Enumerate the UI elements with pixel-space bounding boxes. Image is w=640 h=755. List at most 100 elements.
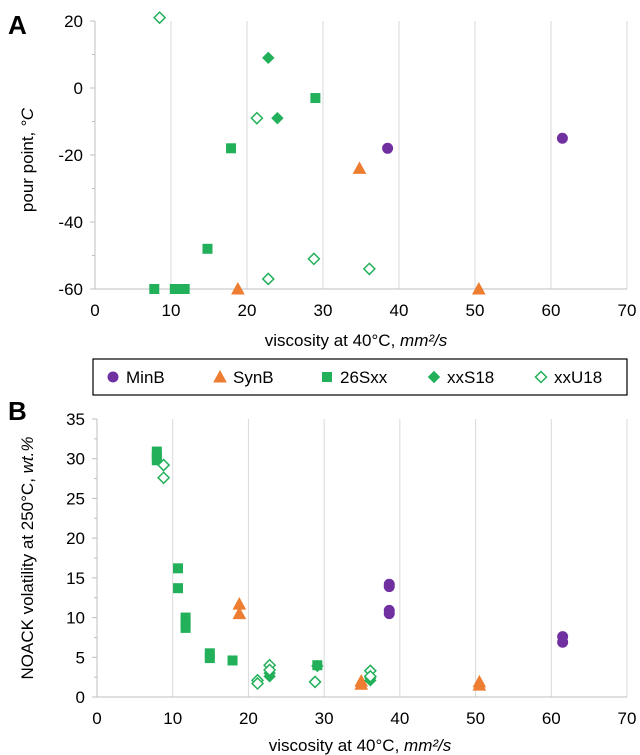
legend-marker-minb — [107, 371, 119, 383]
point-a-synb-1 — [352, 161, 367, 174]
panel-label-a: A — [8, 10, 27, 40]
point-b-xxu18-3 — [250, 676, 265, 691]
y-axis-label-a-text: pour point, — [18, 127, 37, 212]
point-b-26sxx-9 — [204, 653, 215, 664]
point-b-minb-3 — [383, 608, 395, 620]
y-tick-label-b-20: 20 — [66, 529, 85, 548]
point-a-26sxx-0 — [149, 284, 160, 294]
point-b-minb-5 — [557, 636, 569, 648]
point-a-xxu18-3 — [307, 252, 321, 266]
x-tick-label-a-10: 10 — [162, 301, 181, 320]
point-b-xxu18-6 — [308, 675, 322, 689]
y-axis-label-b: NOACK volatility at 250°C, wt.% — [18, 437, 37, 680]
point-a-xxs18-0 — [262, 51, 275, 65]
point-b-26sxx-7 — [180, 622, 191, 633]
legend-marker-xxs18 — [427, 370, 441, 384]
point-a-xxu18-0 — [153, 11, 167, 25]
y-axis-label-b-text: NOACK volatility at 250°C, — [18, 473, 37, 679]
point-a-xxu18-1 — [250, 111, 264, 125]
x-axis-label-b-text: viscosity at 40°C, — [269, 736, 404, 755]
y-ticks-b: 0 5 10 15 20 25 30 35 — [66, 410, 85, 707]
x-axis-label-b: viscosity at 40°C, mm²/s — [269, 736, 452, 755]
point-b-xxu18-5 — [263, 663, 277, 677]
x-tick-label-b-40: 40 — [390, 709, 409, 728]
y-tick-label-b-5: 5 — [76, 648, 85, 667]
x-ticks-a: 0 10 20 30 40 50 60 70 — [90, 301, 636, 320]
point-a-xxu18-2 — [261, 272, 275, 286]
point-b-synb-5 — [472, 678, 487, 691]
point-b-26sxx-4 — [173, 583, 184, 594]
point-b-xxs18-2 — [311, 659, 324, 673]
legend-marker-26sxx — [322, 372, 332, 382]
x-axis-unit-b: mm²/s — [404, 736, 452, 755]
x-tick-label-b-30: 30 — [315, 709, 334, 728]
x-tick-label-a-40: 40 — [390, 301, 409, 320]
legend-marker-xxu18 — [534, 370, 548, 384]
x-axis-label-a: viscosity at 40°C, mm²/s — [265, 331, 448, 350]
point-a-26sxx-4 — [202, 243, 213, 254]
x-tick-label-a-60: 60 — [542, 301, 561, 320]
point-a-synb-2 — [471, 281, 486, 295]
chart-a: A 0 10 20 30 40 50 60 70 -60 -40 -20 0 20 viscosity… — [8, 10, 636, 350]
point-b-synb-1 — [232, 606, 247, 620]
legend-label-xxu18: xxU18 — [554, 368, 602, 387]
x-tick-label-b-20: 20 — [239, 709, 258, 728]
point-b-minb-1 — [383, 581, 395, 593]
chart-b: B 0 10 20 30 40 50 60 70 0 5 10 15 20 25 30 35 viscosi… — [8, 396, 636, 755]
point-a-synb-0 — [231, 281, 245, 295]
y-axis-unit-b: wt.% — [18, 437, 37, 474]
x-tick-label-a-0: 0 — [90, 301, 99, 320]
y-ticks-a: -60 -40 -20 0 20 — [58, 12, 83, 299]
y-tick-label-a--40: -40 — [58, 213, 83, 232]
x-axis-label-a-text: viscosity at 40°C, — [265, 331, 400, 350]
x-tick-label-b-70: 70 — [618, 709, 637, 728]
point-a-xxu18-4 — [362, 262, 376, 276]
y-axis-unit-a: °C — [18, 107, 37, 127]
point-b-26sxx-3 — [173, 563, 184, 574]
x-tick-label-b-10: 10 — [163, 709, 182, 728]
point-b-26sxx-2 — [151, 455, 162, 466]
y-tick-label-b-25: 25 — [66, 489, 85, 508]
x-ticks-b: 0 10 20 30 40 50 60 70 — [92, 709, 636, 728]
y-tick-label-b-10: 10 — [66, 609, 85, 628]
point-a-xxs18-1 — [271, 111, 284, 125]
grid-a — [90, 20, 628, 290]
x-tick-label-a-30: 30 — [314, 301, 333, 320]
grid-b — [92, 418, 628, 698]
point-b-xxu18-8 — [363, 669, 377, 683]
point-b-xxu18-0 — [157, 458, 171, 472]
point-b-xxu18-1 — [157, 471, 171, 485]
legend-label-26sxx: 26Sxx — [340, 368, 388, 387]
x-tick-label-a-20: 20 — [238, 301, 257, 320]
legend: MinB SynB 26Sxx xxS18 xxU18 — [92, 358, 628, 396]
panel-label-b: B — [8, 396, 27, 426]
marks-b — [151, 446, 569, 691]
y-tick-label-a-20: 20 — [64, 12, 83, 31]
y-tick-label-b-35: 35 — [66, 410, 85, 429]
point-b-26sxx-10 — [227, 655, 238, 666]
x-tick-label-a-50: 50 — [466, 301, 485, 320]
point-a-26sxx-3 — [179, 284, 190, 294]
y-tick-label-a-0: 0 — [74, 79, 83, 98]
legend-marker-synb — [213, 369, 227, 383]
y-tick-label-a--60: -60 — [58, 280, 83, 299]
x-tick-label-b-50: 50 — [466, 709, 485, 728]
legend-label-synb: SynB — [233, 368, 274, 387]
y-tick-label-b-15: 15 — [66, 569, 85, 588]
point-a-minb-0 — [382, 142, 394, 154]
x-tick-label-b-60: 60 — [542, 709, 561, 728]
y-tick-label-a--20: -20 — [58, 146, 83, 165]
point-a-26sxx-5 — [226, 143, 237, 154]
x-tick-label-b-0: 0 — [92, 709, 101, 728]
y-tick-label-b-0: 0 — [76, 688, 85, 707]
y-axis-label-a: pour point, °C — [18, 107, 37, 212]
legend-label-minb: MinB — [126, 368, 165, 387]
point-b-synb-3 — [354, 677, 369, 690]
x-axis-unit-a: mm²/s — [400, 331, 448, 350]
y-tick-label-b-30: 30 — [66, 450, 85, 469]
point-a-26sxx-6 — [310, 93, 321, 104]
marks-a — [149, 11, 568, 295]
legend-box — [92, 358, 628, 396]
legend-label-xxs18: xxS18 — [447, 368, 494, 387]
